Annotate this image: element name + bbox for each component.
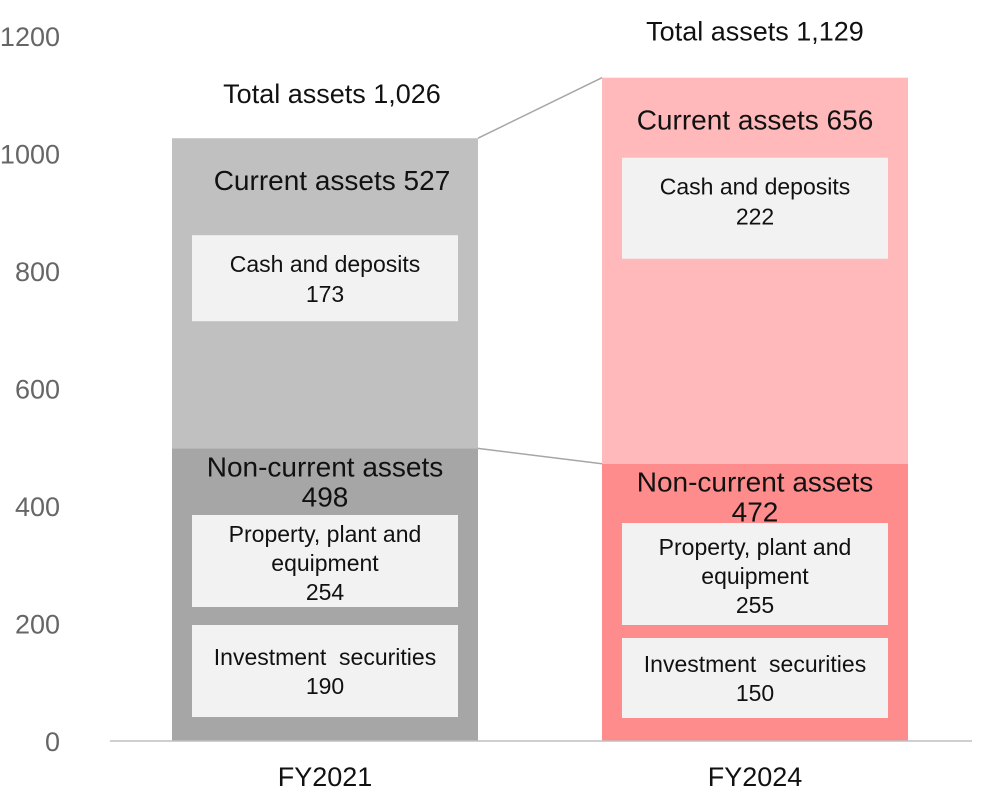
current-assets-bar-segment <box>602 77 908 464</box>
x-category-label: FY2024 <box>708 762 803 792</box>
y-tick-label: 1200 <box>0 22 60 52</box>
investment-securities-box <box>622 638 888 718</box>
current-assets-label: Current assets 656 <box>637 105 874 136</box>
noncurrent-assets-value: 472 <box>732 497 779 528</box>
investment-securities-box <box>192 625 458 717</box>
property-plant-equipment-label: 255 <box>736 592 774 618</box>
investment-securities-label: 150 <box>736 680 774 706</box>
property-plant-equipment-label: equipment <box>271 550 379 576</box>
cash-and-deposits-label: Cash and deposits <box>660 174 851 200</box>
y-tick-label: 400 <box>15 492 60 522</box>
investment-securities-label: Investment securities <box>214 644 436 670</box>
total-assets-label: Total assets 1,129 <box>646 17 864 47</box>
segment-connector-line <box>477 447 603 465</box>
y-tick-label: 1000 <box>0 140 60 170</box>
y-tick-label: 800 <box>15 257 60 287</box>
investment-securities-label: Investment securities <box>644 651 866 677</box>
x-category-label: FY2021 <box>278 762 373 792</box>
property-plant-equipment-label: equipment <box>701 563 809 589</box>
noncurrent-assets-label: Non-current assets <box>207 451 444 482</box>
y-tick-label: 200 <box>15 610 60 640</box>
property-plant-equipment-label: 254 <box>306 579 345 605</box>
cash-and-deposits-label: 222 <box>736 204 774 230</box>
cash-and-deposits-box <box>192 235 458 322</box>
noncurrent-assets-value: 498 <box>302 481 349 512</box>
property-plant-equipment-label: Property, plant and <box>229 521 422 547</box>
cash-and-deposits-box <box>622 157 888 259</box>
current-assets-label: Current assets 527 <box>214 165 451 196</box>
total-assets-label: Total assets 1,026 <box>223 79 441 109</box>
property-plant-equipment-box <box>192 515 458 607</box>
investment-securities-label: 190 <box>306 673 344 699</box>
noncurrent-assets-label: Non-current assets <box>637 467 874 498</box>
y-tick-label: 0 <box>45 727 60 757</box>
property-plant-equipment-label: Property, plant and <box>659 534 852 560</box>
cash-and-deposits-label: 173 <box>306 281 344 307</box>
property-plant-equipment-box <box>622 523 888 625</box>
total-connector-line <box>477 77 603 139</box>
y-tick-label: 600 <box>15 375 60 405</box>
cash-and-deposits-label: Cash and deposits <box>230 251 421 277</box>
